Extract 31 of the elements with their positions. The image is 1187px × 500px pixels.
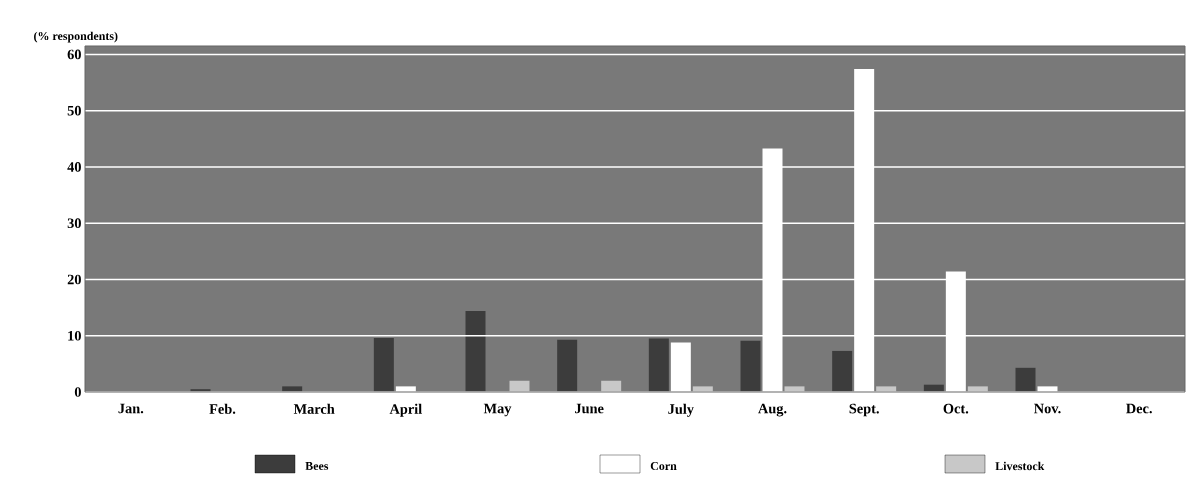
x-tick-label: Oct.: [943, 403, 969, 414]
bar: [373, 337, 394, 392]
x-tick-label: Nov.: [1034, 403, 1061, 414]
x-tick-label: Feb.: [209, 403, 236, 414]
y-tick-label: 10: [68, 330, 81, 341]
x-tick-label: Dec.: [1126, 403, 1152, 414]
y-tick-label: 40: [67, 162, 81, 172]
bar: [740, 340, 761, 392]
y-tick-label: 30: [67, 218, 81, 229]
bar: [465, 310, 486, 392]
y-tick-label: 20: [67, 274, 81, 285]
x-tick-label: April: [389, 403, 422, 417]
x-tick-label: Aug.: [758, 403, 787, 417]
x-tick-label: Jan.: [118, 403, 144, 414]
bar: [832, 350, 853, 392]
y-tick-label: 50: [67, 105, 81, 116]
bar: [1015, 367, 1036, 392]
y-tick-label: 60: [67, 49, 81, 60]
x-tick-label: June: [575, 403, 604, 414]
y-axis-title: (% respondents): [34, 31, 118, 43]
bar: [648, 338, 669, 392]
bar: [670, 342, 691, 392]
x-tick-label: Sept.: [849, 403, 879, 417]
x-tick-label: March: [293, 403, 335, 414]
x-tick-label: July: [668, 403, 694, 417]
legend-label: Bees: [305, 462, 329, 470]
legend-label: Corn: [650, 461, 677, 471]
y-tick-label: 0: [74, 387, 81, 397]
bar: [557, 339, 578, 392]
legend-label: Livestock: [995, 461, 1045, 471]
x-tick-label: May: [483, 403, 512, 417]
